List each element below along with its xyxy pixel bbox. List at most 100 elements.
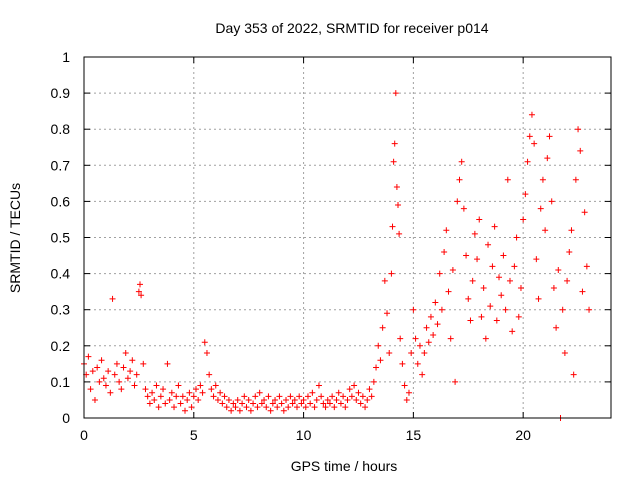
data-point <box>408 350 415 357</box>
data-point <box>149 389 156 396</box>
data-point <box>267 407 274 414</box>
data-point <box>324 396 331 403</box>
data-point <box>276 393 283 400</box>
data-point <box>212 382 219 389</box>
data-point <box>564 277 571 284</box>
data-point <box>535 295 542 302</box>
data-point <box>482 335 489 342</box>
data-point <box>335 389 342 396</box>
data-point <box>515 313 522 320</box>
data-point <box>531 140 538 147</box>
data-point <box>116 378 123 385</box>
data-point <box>566 248 573 255</box>
data-point <box>469 277 476 284</box>
data-point <box>357 400 364 407</box>
data-point <box>179 393 186 400</box>
data-point <box>127 368 134 375</box>
data-point <box>344 396 351 403</box>
data-point <box>359 393 366 400</box>
data-point <box>340 393 347 400</box>
data-point <box>278 400 285 407</box>
data-point <box>214 396 221 403</box>
data-point <box>489 263 496 270</box>
data-point <box>423 324 430 331</box>
data-point <box>362 404 369 411</box>
data-point <box>100 375 107 382</box>
data-point <box>195 396 202 403</box>
data-point <box>401 382 408 389</box>
data-point <box>289 400 296 407</box>
data-point <box>544 155 551 162</box>
y-tick-label: 0 <box>62 410 70 426</box>
data-point <box>337 400 344 407</box>
data-point <box>247 407 254 414</box>
data-point <box>491 223 498 230</box>
data-point <box>405 389 412 396</box>
data-point <box>102 382 109 389</box>
data-point <box>496 274 503 281</box>
data-point <box>537 205 544 212</box>
data-point <box>186 389 193 396</box>
data-point <box>353 396 360 403</box>
data-point <box>300 396 307 403</box>
data-point <box>377 357 384 364</box>
data-point <box>269 400 276 407</box>
data-point <box>572 176 579 183</box>
data-point <box>500 252 507 259</box>
data-point <box>219 400 226 407</box>
data-point <box>425 339 432 346</box>
data-point <box>522 191 529 198</box>
data-point <box>416 342 423 349</box>
data-point <box>542 227 549 234</box>
data-point <box>389 223 396 230</box>
data-point <box>546 133 553 140</box>
data-point <box>118 386 125 393</box>
data-point <box>217 389 224 396</box>
data-point <box>570 371 577 378</box>
y-tick-label: 0.9 <box>51 85 71 101</box>
data-point <box>430 331 437 338</box>
data-point <box>91 396 98 403</box>
data-point <box>287 393 294 400</box>
data-point <box>236 407 243 414</box>
data-point <box>122 350 129 357</box>
data-point <box>133 371 140 378</box>
data-point <box>252 393 259 400</box>
data-point <box>434 321 441 328</box>
data-point <box>498 292 505 299</box>
x-tick-label: 15 <box>406 427 422 443</box>
data-point <box>120 364 127 371</box>
data-point <box>355 389 362 396</box>
data-point <box>577 147 584 154</box>
data-point <box>166 396 173 403</box>
data-point <box>517 285 524 292</box>
data-point <box>296 393 303 400</box>
data-point <box>232 404 239 411</box>
y-tick-label: 0.6 <box>51 193 71 209</box>
data-point <box>283 396 290 403</box>
data-point <box>386 350 393 357</box>
data-point <box>511 263 518 270</box>
x-tick-label: 10 <box>296 427 312 443</box>
data-point <box>105 368 112 375</box>
data-point <box>203 350 210 357</box>
data-point <box>315 382 322 389</box>
data-point <box>509 328 516 335</box>
data-point <box>153 382 160 389</box>
plot-frame <box>83 56 612 419</box>
data-point <box>467 317 474 324</box>
data-point <box>208 386 215 393</box>
data-point <box>225 396 232 403</box>
data-point <box>579 288 586 295</box>
data-point <box>553 324 560 331</box>
data-point <box>311 404 318 411</box>
data-point <box>370 378 377 385</box>
data-point <box>192 386 199 393</box>
data-point <box>388 270 395 277</box>
data-point <box>160 386 167 393</box>
chart-title: Day 353 of 2022, SRMTID for receiver p01… <box>215 20 488 36</box>
data-point <box>524 158 531 165</box>
data-point <box>320 400 327 407</box>
data-point <box>326 400 333 407</box>
grid <box>84 57 611 418</box>
